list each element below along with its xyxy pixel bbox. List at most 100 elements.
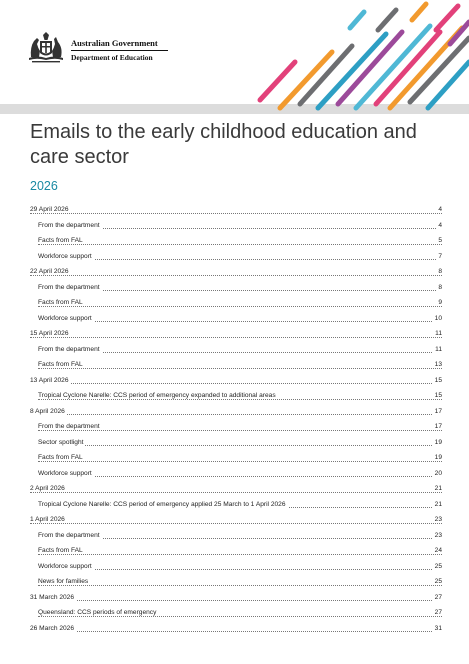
toc-entry-label: Facts from FAL (38, 454, 85, 461)
toc-entry-label: Queensland: CCS periods of emergency (38, 609, 159, 616)
toc-entry-label: Tropical Cyclone Narelle: CCS period of … (38, 500, 288, 508)
table-of-contents: 29 April 2026 4 From the department 4 Facts … (30, 203, 442, 637)
toc-entry[interactable]: Facts from FAL 24 (30, 544, 442, 560)
toc-page-number: 17 (432, 407, 442, 415)
toc-entry-label: Workforce support (38, 314, 94, 322)
toc-page-number: 10 (432, 314, 442, 322)
toc-entry[interactable]: 1 April 2026 23 (30, 513, 442, 529)
toc-dot-leader (38, 507, 442, 508)
toc-page-number: 21 (432, 500, 442, 508)
toc-entry-label: 13 April 2026 (30, 376, 71, 384)
toc-page-number: 24 (432, 547, 442, 554)
toc-dot-leader (30, 600, 442, 601)
toc-entry-label: Facts from FAL (38, 237, 85, 244)
toc-entry-label: From the department (38, 283, 102, 291)
toc-entry[interactable]: Facts from FAL 19 (30, 451, 442, 467)
toc-page-number: 19 (432, 454, 442, 461)
toc-entry[interactable]: 8 April 2026 17 (30, 405, 442, 421)
toc-dot-leader (38, 615, 442, 617)
toc-entry-label: Workforce support (38, 469, 94, 477)
toc-entry-label: From the department (38, 345, 102, 353)
toc-dot-leader (38, 243, 442, 245)
toc-entry[interactable]: Tropical Cyclone Narelle: CCS period of … (30, 498, 442, 514)
toc-dot-leader (30, 274, 442, 276)
toc-entry[interactable]: 22 April 2026 8 (30, 265, 442, 281)
toc-entry-label: Workforce support (38, 252, 94, 260)
toc-dot-leader (30, 336, 442, 338)
toc-entry-label: 31 March 2026 (30, 593, 76, 601)
toc-dot-leader (38, 584, 442, 586)
toc-entry-label: Tropical Cyclone Narelle: CCS period of … (38, 392, 278, 399)
toc-dot-leader (38, 538, 442, 539)
toc-dot-leader (30, 212, 442, 214)
toc-entry-label: News for families (38, 578, 91, 585)
toc-entry[interactable]: From the department 23 (30, 529, 442, 545)
toc-page-number: 21 (432, 485, 442, 492)
toc-page-number: 20 (432, 469, 442, 477)
toc-entry-label: 2 April 2026 (30, 485, 67, 492)
toc-entry[interactable]: Workforce support 25 (30, 560, 442, 576)
toc-entry[interactable]: Facts from FAL 5 (30, 234, 442, 250)
toc-entry[interactable]: Tropical Cyclone Narelle: CCS period of … (30, 389, 442, 405)
toc-dot-leader (38, 553, 442, 555)
toc-dot-leader (38, 445, 442, 446)
toc-entry-label: 29 April 2026 (30, 206, 71, 213)
toc-page-number: 31 (432, 624, 442, 632)
toc-dot-leader (38, 367, 442, 369)
toc-page-number: 8 (436, 268, 442, 275)
toc-dot-leader (38, 352, 442, 353)
toc-entry-label: Workforce support (38, 562, 94, 570)
toc-entry[interactable]: Queensland: CCS periods of emergency 27 (30, 606, 442, 622)
toc-entry-label: From the department (38, 531, 102, 539)
toc-entry[interactable]: Workforce support 10 (30, 312, 442, 328)
toc-dot-leader (30, 491, 442, 493)
toc-page-number: 15 (432, 392, 442, 399)
toc-page-number: 25 (432, 578, 442, 585)
document-header: Australian Government Department of Educ… (0, 0, 469, 114)
toc-entry-label: From the department (38, 423, 102, 430)
toc-entry[interactable]: Workforce support 20 (30, 467, 442, 483)
toc-entry-label: 8 April 2026 (30, 407, 67, 415)
toc-page-number: 23 (432, 531, 442, 539)
department-name: Department of Education (71, 53, 153, 62)
toc-entry[interactable]: 13 April 2026 15 (30, 374, 442, 390)
toc-entry[interactable]: From the department 4 (30, 219, 442, 235)
toc-entry-label: From the department (38, 221, 102, 229)
toc-dot-leader (38, 305, 442, 307)
toc-entry[interactable]: Sector spotlight 19 (30, 436, 442, 452)
toc-page-number: 4 (436, 221, 442, 229)
toc-entry[interactable]: 31 March 2026 27 (30, 591, 442, 607)
toc-entry[interactable]: News for families 25 (30, 575, 442, 591)
toc-dot-leader (38, 259, 442, 260)
toc-page-number: 8 (436, 283, 442, 291)
toc-dot-leader (30, 522, 442, 524)
toc-page-number: 27 (432, 593, 442, 601)
toc-page-number: 27 (432, 609, 442, 616)
toc-entry[interactable]: Facts from FAL 13 (30, 358, 442, 374)
toc-entry[interactable]: From the department 17 (30, 420, 442, 436)
toc-entry[interactable]: From the department 8 (30, 281, 442, 297)
decorative-stripes (257, 1, 469, 111)
toc-entry[interactable]: Facts from FAL 9 (30, 296, 442, 312)
government-name: Australian Government (71, 38, 158, 48)
toc-dot-leader (30, 414, 442, 415)
page-title: Emails to the early childhood education … (30, 121, 417, 168)
toc-entry-label: Sector spotlight (38, 438, 86, 446)
toc-entry[interactable]: 15 April 2026 11 (30, 327, 442, 343)
toc-dot-leader (38, 476, 442, 477)
toc-dot-leader (38, 460, 442, 462)
toc-page-number: 11 (433, 330, 442, 337)
toc-entry[interactable]: 29 April 2026 4 (30, 203, 442, 219)
toc-dot-leader (38, 569, 442, 570)
toc-entry[interactable]: 2 April 2026 21 (30, 482, 442, 498)
toc-entry[interactable]: From the department 11 (30, 343, 442, 359)
toc-dot-leader (38, 290, 442, 291)
toc-page-number: 25 (432, 562, 442, 570)
toc-entry[interactable]: 26 March 2026 31 (30, 622, 442, 638)
toc-page-number: 11 (433, 345, 442, 353)
header-band (0, 104, 469, 114)
toc-dot-leader (38, 321, 442, 322)
toc-entry-label: 22 April 2026 (30, 268, 71, 275)
government-wordmark: Australian Government Department of Educ… (71, 38, 168, 62)
toc-entry[interactable]: Workforce support 7 (30, 250, 442, 266)
